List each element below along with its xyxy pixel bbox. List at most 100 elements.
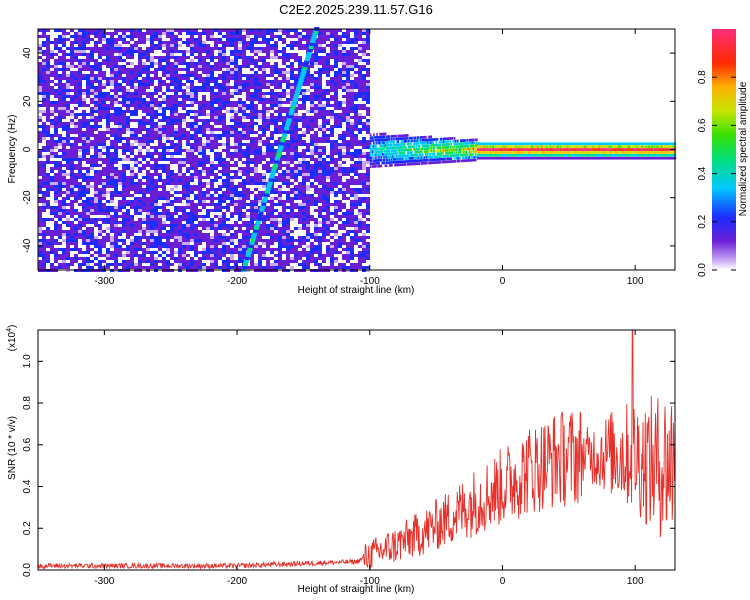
- spectrogram-cell: [122, 143, 126, 146]
- spectrogram-cell: [330, 185, 334, 188]
- spectrogram-cell: [54, 179, 58, 182]
- spectrogram-cell: [254, 194, 258, 197]
- spectrogram-cell: [238, 149, 242, 152]
- spectrogram-cell: [42, 203, 46, 206]
- spectrogram-cell: [202, 233, 206, 236]
- spectrogram-cell: [86, 119, 90, 122]
- spectrogram-cell: [62, 50, 66, 53]
- spectrogram-cell: [182, 128, 186, 131]
- spectrogram-cell: [222, 167, 226, 170]
- spectrogram-cell: [158, 41, 162, 44]
- spectrogram-cell: [154, 68, 158, 71]
- spectrogram-cell: [290, 206, 294, 209]
- spectrogram-cell: [198, 170, 202, 173]
- spectrogram-cell: [66, 143, 70, 146]
- spectrogram-cell: [342, 170, 346, 173]
- spectrogram-cell: [146, 197, 150, 200]
- spectrogram-cell: [70, 224, 74, 227]
- spectrogram-cell: [66, 239, 70, 242]
- spectrogram-cell: [286, 158, 290, 161]
- spectrogram-cell: [366, 68, 370, 71]
- spectrogram-cell: [298, 98, 302, 101]
- spectrogram-cell: [94, 98, 98, 101]
- spectrogram-cell: [102, 35, 106, 38]
- spectrogram-cell: [82, 149, 86, 152]
- spectrogram-cell: [54, 251, 58, 254]
- spectrogram-cell: [310, 92, 314, 95]
- spectrogram-cell: [354, 38, 358, 41]
- spectrogram-cell: [330, 32, 334, 35]
- spectrogram-cell: [242, 104, 246, 107]
- spectrogram-cell: [206, 32, 210, 35]
- spectrogram-cell: [358, 92, 362, 95]
- spectrogram-cell: [338, 119, 342, 122]
- spectrogram-cell: [126, 47, 130, 50]
- spectrogram-cell: [86, 200, 90, 203]
- spectrogram-cell: [238, 209, 242, 212]
- spectrogram-cell: [330, 230, 334, 233]
- spectrogram-cell: [350, 38, 354, 41]
- spectrogram-cell: [310, 80, 314, 83]
- spectrogram-cell: [110, 152, 114, 155]
- spectrogram-cell: [178, 86, 182, 89]
- spectrogram-cell: [90, 206, 94, 209]
- spectrogram-cell: [82, 41, 86, 44]
- spectrogram-cell: [142, 230, 146, 233]
- spectrogram-cell: [98, 65, 102, 68]
- spectrogram-cell: [78, 35, 82, 38]
- spectrogram-cell: [362, 143, 366, 146]
- spectrogram-cell: [294, 197, 298, 200]
- spectrogram-cell: [122, 41, 126, 44]
- spectrogram-cell: [362, 59, 366, 62]
- spectrogram-cell: [170, 50, 174, 53]
- spectrogram-cell: [62, 257, 66, 260]
- spectrogram-cell: [326, 218, 330, 221]
- spectrogram-cell: [254, 155, 258, 158]
- spectrogram-cell: [290, 143, 294, 146]
- spectrogram-cell: [338, 155, 342, 158]
- spectrogram-cell: [338, 101, 342, 104]
- spectrogram-cell: [322, 218, 326, 221]
- spectrogram-cell: [166, 119, 170, 122]
- spectrogram-cell: [170, 35, 174, 38]
- spectrogram-cell: [282, 215, 286, 218]
- spectrogram-cell: [38, 74, 42, 77]
- spectrogram-cell: [250, 74, 254, 77]
- spectrogram-cell: [98, 32, 102, 35]
- spectrogram-cell: [210, 50, 214, 53]
- spectrogram-cell: [138, 128, 142, 131]
- spectrogram-cell: [122, 170, 126, 173]
- spectrogram-cell: [258, 233, 262, 236]
- spectrogram-cell: [366, 98, 370, 101]
- spectrogram-cell: [278, 125, 282, 128]
- spectrogram-cell: [38, 239, 42, 242]
- spectrogram-cell: [118, 71, 122, 74]
- spectrogram-cell: [202, 221, 206, 224]
- spectrogram-cell: [106, 179, 110, 182]
- spectrogram-cell: [66, 152, 70, 155]
- spectrogram-cell: [42, 182, 46, 185]
- spectrogram-cell: [146, 173, 150, 176]
- spectrogram-cell: [42, 149, 46, 152]
- spectrogram-cell: [294, 164, 298, 167]
- spectrogram-cell: [106, 122, 110, 125]
- spectrogram-cell: [166, 86, 170, 89]
- spectrogram-cell: [82, 206, 86, 209]
- spectrogram-cell: [46, 41, 50, 44]
- spectrogram-cell: [146, 92, 150, 95]
- spectrogram-cell: [178, 104, 182, 107]
- spectrogram-cell: [158, 101, 162, 104]
- spectrogram-cell: [118, 233, 122, 236]
- spectrogram-cell: [266, 56, 270, 59]
- spectrogram-cell: [278, 254, 282, 257]
- spectrogram-cell: [270, 137, 274, 140]
- spectrogram-cell: [82, 200, 86, 203]
- spectrogram-cell: [154, 104, 158, 107]
- spectrogram-cell: [122, 104, 126, 107]
- spectrogram-cell: [286, 140, 290, 143]
- spectrogram-cell: [282, 116, 286, 119]
- spectrogram-cell: [42, 173, 46, 176]
- spectrogram-cell: [250, 200, 254, 203]
- spectrogram-cell: [294, 80, 298, 83]
- spectrogram-cell: [166, 68, 170, 71]
